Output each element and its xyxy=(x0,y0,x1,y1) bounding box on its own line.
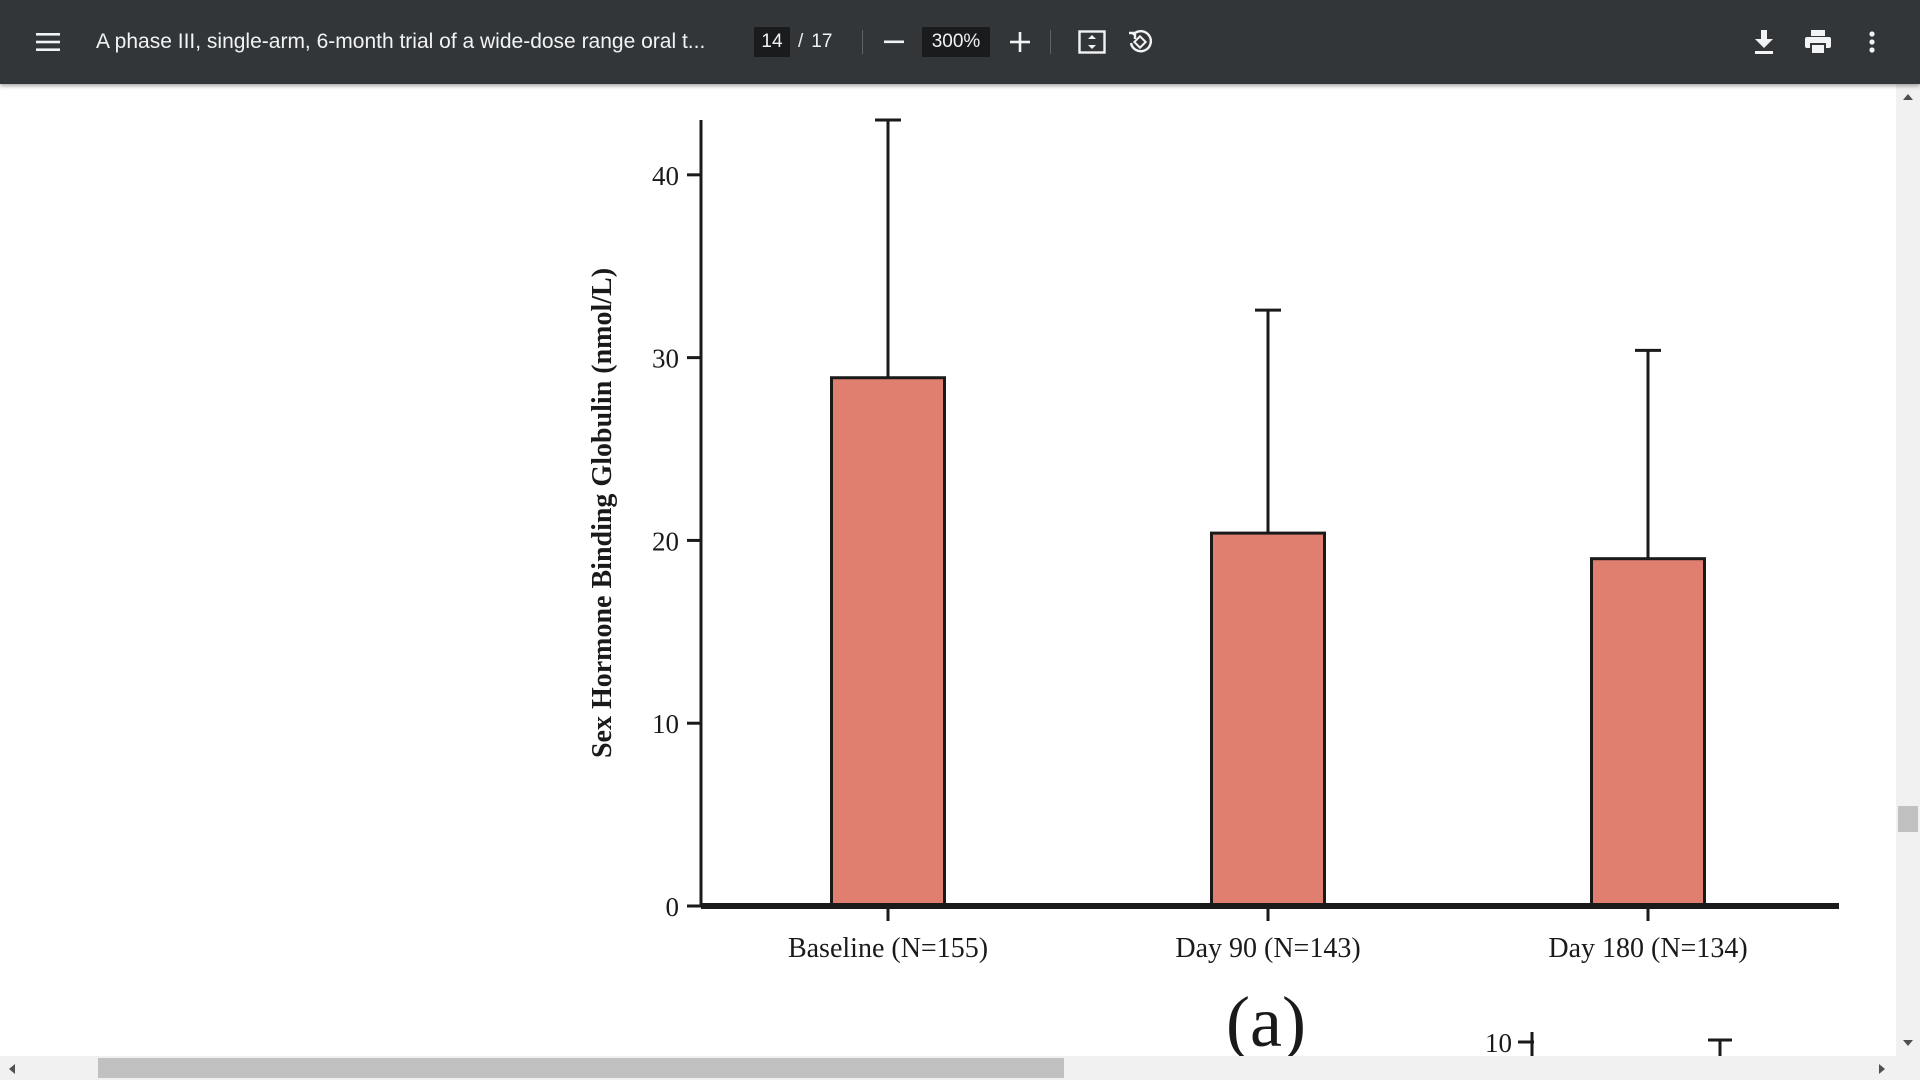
print-icon[interactable] xyxy=(1796,0,1840,84)
document-title: A phase III, single-arm, 6-month trial o… xyxy=(96,30,706,53)
x-tick-label: Baseline (N=155) xyxy=(788,933,988,964)
bar xyxy=(1210,531,1326,908)
vertical-scroll-thumb[interactable] xyxy=(1898,806,1918,832)
zoom-in-icon[interactable] xyxy=(998,0,1042,84)
page-number-input[interactable] xyxy=(754,27,790,57)
more-vert-icon[interactable] xyxy=(1850,0,1894,84)
scroll-right-arrow-icon[interactable] xyxy=(1872,1060,1892,1078)
pdf-toolbar: A phase III, single-arm, 6-month trial o… xyxy=(0,0,1920,84)
y-tick-label: 20 xyxy=(652,526,679,556)
page-separator: / xyxy=(798,31,804,52)
bar xyxy=(830,376,946,908)
panel-label: (a) xyxy=(1226,982,1306,1056)
zoom-level-field[interactable]: 300% xyxy=(922,27,990,57)
y-tick-label: 30 xyxy=(652,344,679,374)
toolbar-divider xyxy=(862,30,863,54)
fit-to-page-icon[interactable] xyxy=(1070,0,1114,84)
bar xyxy=(1590,557,1706,908)
scroll-up-arrow-icon[interactable] xyxy=(1896,88,1920,106)
x-tick-label: Day 180 (N=134) xyxy=(1548,933,1747,964)
scroll-down-arrow-icon[interactable] xyxy=(1896,1034,1920,1052)
rotate-icon[interactable] xyxy=(1118,0,1162,84)
bar-chart: Baseline (N=155) Day 90 (N=143) Day 180 (N… xyxy=(587,118,1839,1056)
zoom-out-icon[interactable] xyxy=(872,0,916,84)
download-icon[interactable] xyxy=(1742,0,1786,84)
hamburger-menu-icon[interactable] xyxy=(26,0,70,84)
pdf-page-viewer[interactable]: Baseline (N=155) Day 90 (N=143) Day 180 (N… xyxy=(0,84,1896,1056)
x-tick-label: Day 90 (N=143) xyxy=(1175,933,1360,964)
y-tick-label: 40 xyxy=(652,161,679,191)
y-tick-label: 0 xyxy=(666,892,680,922)
y-tick-label: 10 xyxy=(652,709,679,739)
y-axis-label: Sex Hormone Binding Globulin (nmol/L) xyxy=(587,268,618,758)
vertical-scrollbar[interactable] xyxy=(1896,84,1920,1056)
next-panel-tick-label: 10 xyxy=(1485,1028,1512,1056)
page-indicator: / 17 xyxy=(754,0,832,84)
horizontal-scroll-thumb[interactable] xyxy=(98,1058,1064,1078)
page-total: 17 xyxy=(811,31,833,52)
toolbar-divider xyxy=(1050,30,1051,54)
scroll-left-arrow-icon[interactable] xyxy=(2,1060,22,1078)
